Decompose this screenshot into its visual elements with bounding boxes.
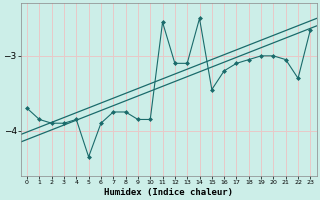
- X-axis label: Humidex (Indice chaleur): Humidex (Indice chaleur): [104, 188, 233, 197]
